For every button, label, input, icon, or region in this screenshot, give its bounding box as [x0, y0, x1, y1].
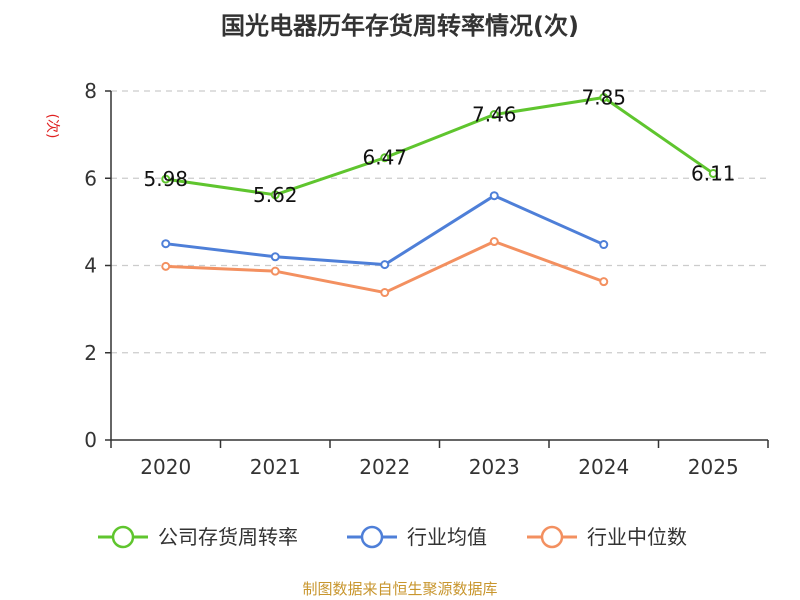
- y-tick-label: 8: [84, 79, 97, 103]
- data-point: [599, 93, 609, 103]
- x-tick-label: 2023: [469, 455, 520, 479]
- data-point: [270, 190, 280, 200]
- legend-marker: [111, 525, 135, 549]
- legend-label: 行业均值: [407, 525, 487, 549]
- y-tick-label: 2: [84, 341, 97, 365]
- source-note: 制图数据来自恒生聚源数据库: [302, 580, 497, 598]
- data-label: 6.11: [691, 161, 736, 185]
- gridlines: [111, 90, 768, 354]
- data-label: 7.46: [472, 103, 517, 127]
- x-tick-label: 2021: [250, 455, 301, 479]
- legend-label: 公司存货周转率: [158, 525, 298, 549]
- legend-label: 行业中位数: [587, 525, 687, 549]
- y-tick-label: 0: [84, 428, 97, 452]
- data-point: [380, 288, 390, 298]
- y-tick-label: 4: [84, 254, 97, 278]
- data-point: [380, 153, 390, 163]
- data-point: [489, 110, 499, 120]
- data-point: [270, 252, 280, 262]
- y-axis-label: (次): [44, 114, 60, 139]
- series-line-1: [165, 194, 605, 267]
- y-tick-label: 6: [84, 166, 97, 190]
- x-tick-label: 2024: [578, 455, 629, 479]
- data-point: [708, 168, 718, 178]
- chart-title: 国光电器历年存货周转率情况(次): [221, 12, 579, 40]
- data-point: [380, 260, 390, 270]
- data-point: [489, 237, 499, 247]
- data-label: 5.62: [253, 183, 298, 207]
- data-point: [599, 240, 609, 250]
- x-tick-label: 2022: [359, 455, 410, 479]
- legend-marker: [360, 525, 384, 549]
- data-label: 5.98: [143, 167, 188, 191]
- data-point: [161, 239, 171, 249]
- legend-marker: [540, 525, 564, 549]
- data-point: [161, 174, 171, 184]
- data-point: [599, 277, 609, 287]
- data-point: [270, 266, 280, 276]
- x-tick-label: 2025: [688, 455, 739, 479]
- axes: 0 2 4 6 8 2020 2021 2022 2023 2024 2025: [84, 79, 769, 479]
- series-line-0: [165, 96, 715, 197]
- series-layer: 5.98 5.62 6.47 7.46 7.85 6.11: [143, 86, 736, 298]
- data-point: [161, 261, 171, 271]
- data-label: 7.85: [581, 86, 626, 110]
- legend: 公司存货周转率 行业均值 行业中位数: [98, 525, 687, 549]
- data-label: 6.47: [362, 146, 407, 170]
- data-point: [489, 191, 499, 201]
- x-tick-label: 2020: [140, 455, 191, 479]
